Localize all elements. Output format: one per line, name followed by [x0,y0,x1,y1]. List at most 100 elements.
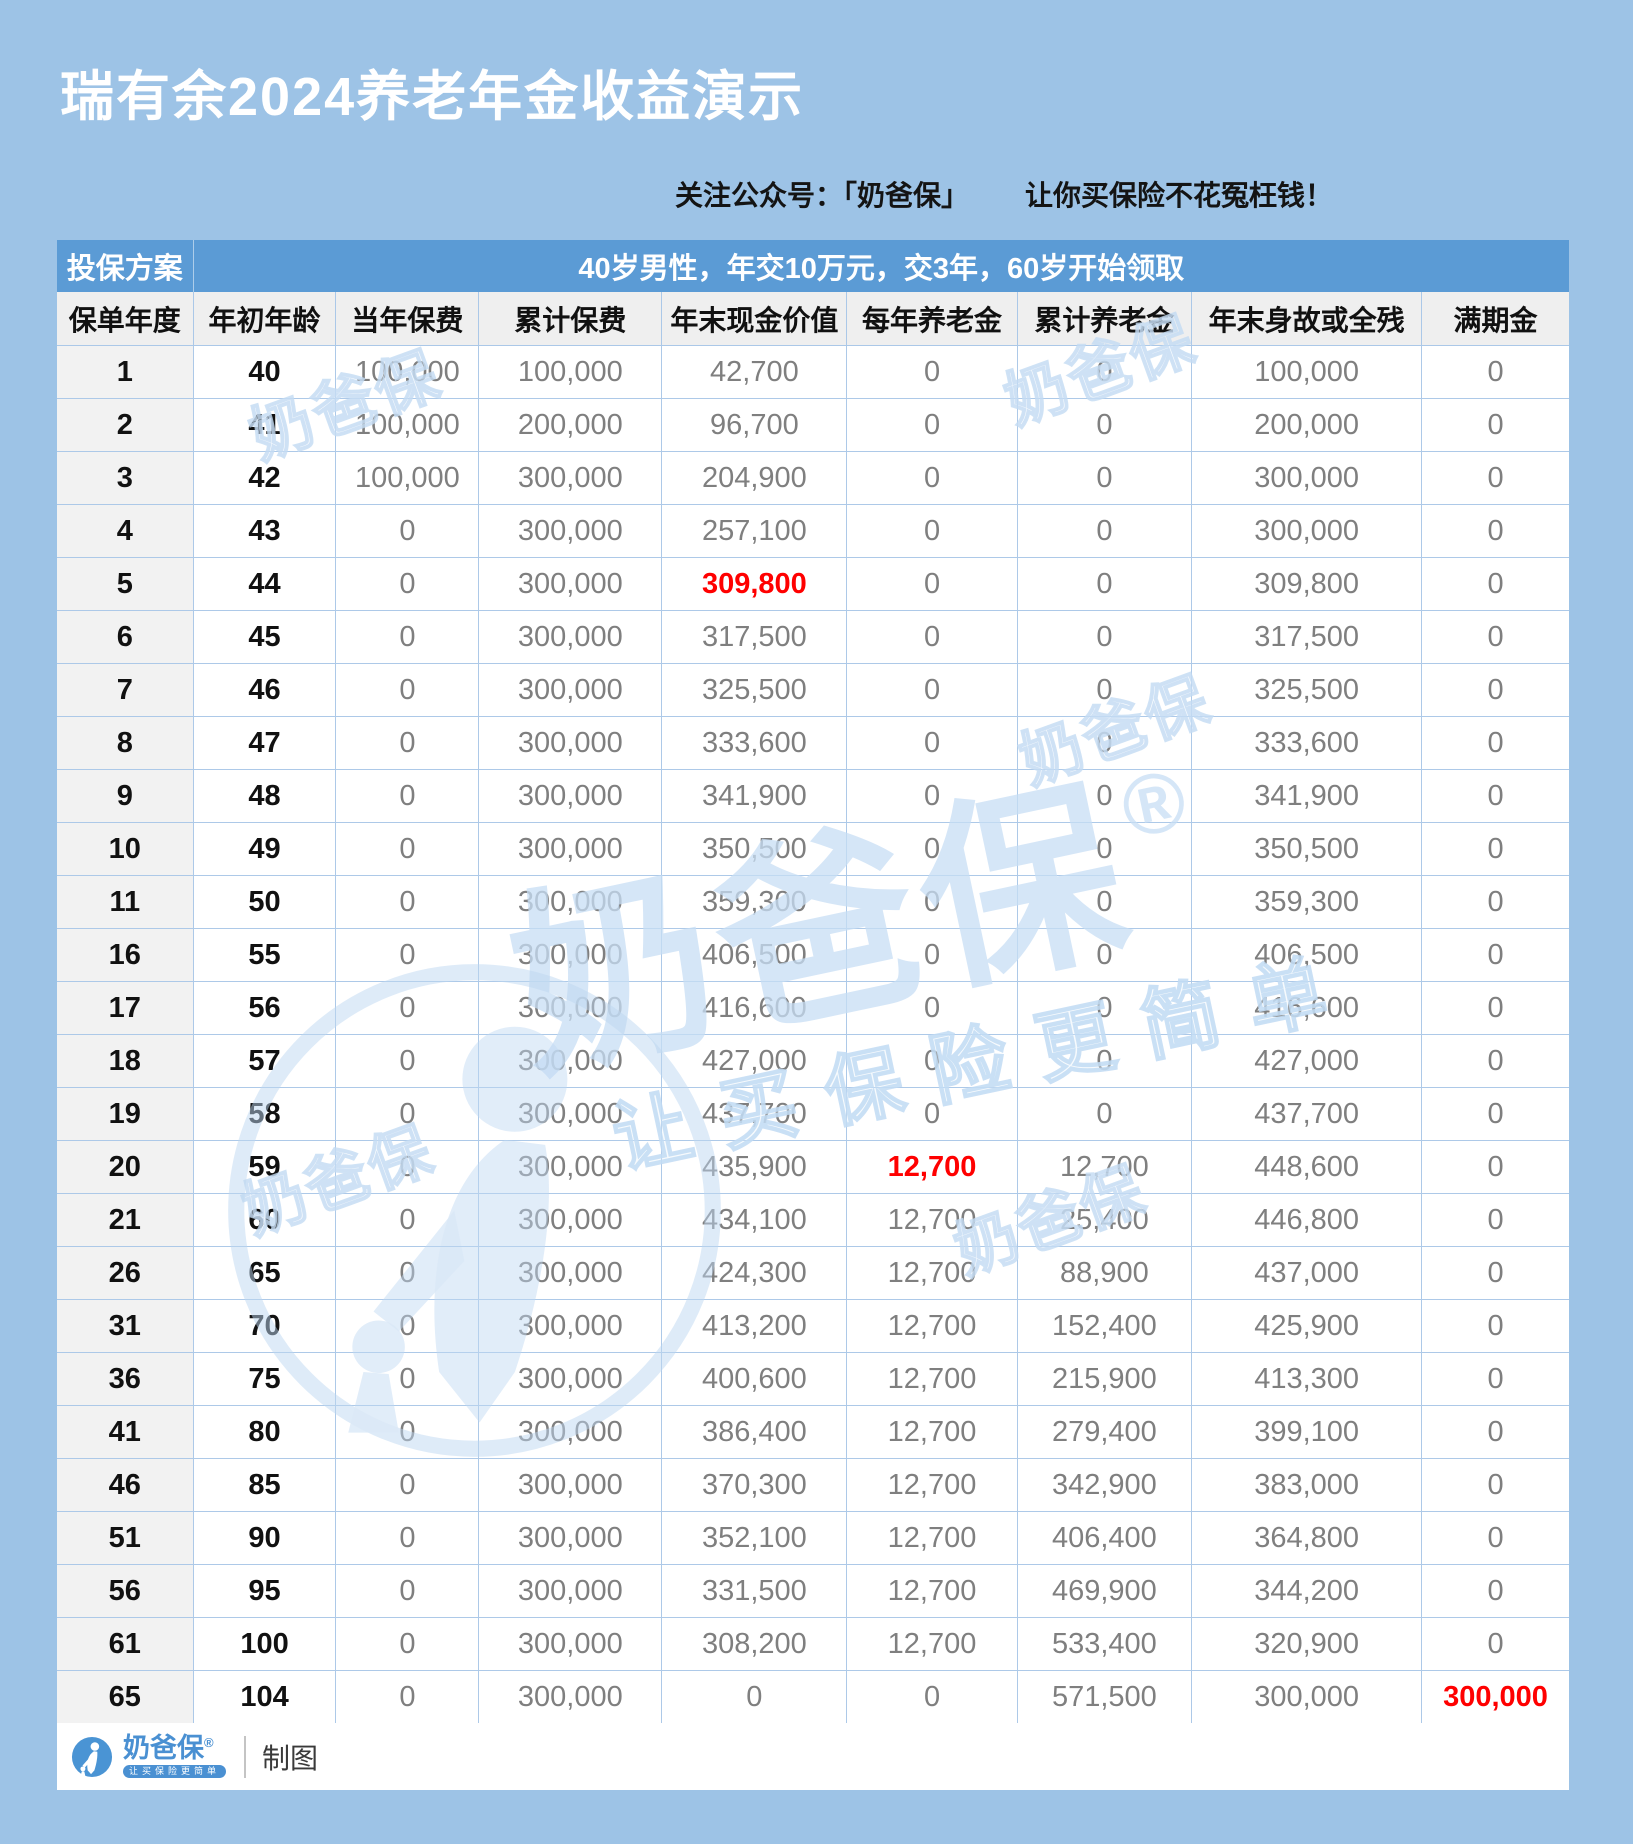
cell: 49 [192,822,337,876]
cell: 400,600 [661,1352,848,1406]
cell: 0 [1421,1140,1569,1194]
cell: 300,000 [1191,1670,1423,1724]
cell: 48 [192,769,337,823]
cell: 0 [335,769,480,823]
cell: 16 [57,928,194,982]
cell: 383,000 [1191,1458,1423,1512]
cell: 0 [1421,610,1569,664]
cell: 200,000 [1191,398,1423,452]
cell: 300,000 [1421,1670,1569,1724]
cell: 0 [846,1087,1018,1141]
cell: 333,600 [661,716,848,770]
cell: 300,000 [478,1299,663,1353]
cell: 257,100 [661,504,848,558]
cell: 300,000 [478,769,663,823]
footer-bar: 奶爸保® 让买保险更简单 制图 [57,1723,1569,1790]
cell: 41 [57,1405,194,1459]
cell: 0 [1016,981,1193,1035]
cell: 60 [192,1193,337,1247]
cell: 0 [661,1670,848,1724]
table-row: 2 41 100,000 200,000 96,700 0 0 200,000 0 [57,398,1569,452]
cell: 1 [57,345,194,399]
cell: 425,900 [1191,1299,1423,1353]
cell: 0 [1421,769,1569,823]
cell: 0 [335,1352,480,1406]
cell: 88,900 [1016,1246,1193,1300]
table-row: 51 90 0 300,000 352,100 12,700 406,400 364,800 0 [57,1511,1569,1565]
cell: 0 [1421,1193,1569,1247]
column-header: 年末身故或全残 [1191,292,1423,346]
table-row: 21 60 0 300,000 434,100 12,700 25,400 446,800 0 [57,1193,1569,1247]
cell: 359,300 [1191,875,1423,929]
cell: 7 [57,663,194,717]
brand-logo-icon [71,1736,113,1777]
cell: 0 [1421,1564,1569,1618]
cell: 0 [1421,1087,1569,1141]
table-row: 7 46 0 300,000 325,500 0 0 325,500 0 [57,663,1569,717]
table-row: 4 43 0 300,000 257,100 0 0 300,000 0 [57,504,1569,558]
cell: 0 [846,610,1018,664]
table-row: 41 80 0 300,000 386,400 12,700 279,400 399,100 0 [57,1405,1569,1459]
cell: 341,900 [661,769,848,823]
cell: 36 [57,1352,194,1406]
cell: 0 [1016,345,1193,399]
cell: 0 [335,1034,480,1088]
cell: 12,700 [846,1299,1018,1353]
cell: 333,600 [1191,716,1423,770]
table-row: 9 48 0 300,000 341,900 0 0 341,900 0 [57,769,1569,823]
cell: 12,700 [846,1617,1018,1671]
cell: 0 [1421,1511,1569,1565]
cell: 0 [335,875,480,929]
cell: 9 [57,769,194,823]
cell: 55 [192,928,337,982]
cell: 300,000 [478,928,663,982]
cell: 0 [846,345,1018,399]
cell: 0 [335,1564,480,1618]
cell: 57 [192,1034,337,1088]
footer-brand-name: 奶爸保® [123,1733,214,1763]
cell: 406,400 [1016,1511,1193,1565]
cell: 0 [335,1511,480,1565]
table-row: 26 65 0 300,000 424,300 12,700 88,900 437,000 0 [57,1246,1569,1300]
cell: 26 [57,1246,194,1300]
column-header: 累计养老金 [1016,292,1193,346]
cell: 0 [335,1140,480,1194]
cell: 21 [57,1193,194,1247]
cell: 359,300 [661,875,848,929]
cell: 85 [192,1458,337,1512]
cell: 364,800 [1191,1511,1423,1565]
cell: 0 [1421,1299,1569,1353]
table-row: 5 44 0 300,000 309,800 0 0 309,800 0 [57,557,1569,611]
column-header: 保单年度 [57,292,194,346]
cell: 0 [335,716,480,770]
cell: 10 [57,822,194,876]
cell: 0 [1016,769,1193,823]
cell: 0 [846,504,1018,558]
registered-mark-icon: ® [204,1735,214,1750]
table-body: 1 40 100,000 100,000 42,700 0 0 100,000 0 2 41 100,… [57,345,1569,1724]
cell: 0 [1016,451,1193,505]
cell: 350,500 [661,822,848,876]
table-row: 16 55 0 300,000 406,500 0 0 406,500 0 [57,928,1569,982]
cell: 0 [1421,1405,1569,1459]
cell: 51 [57,1511,194,1565]
cell: 308,200 [661,1617,848,1671]
cell: 65 [192,1246,337,1300]
cell: 46 [57,1458,194,1512]
cell: 427,000 [661,1034,848,1088]
cell: 300,000 [478,557,663,611]
cell: 0 [335,928,480,982]
cell: 300,000 [478,1352,663,1406]
cell: 0 [846,875,1018,929]
cell: 437,700 [1191,1087,1423,1141]
cell: 300,000 [478,1405,663,1459]
cell: 0 [1016,716,1193,770]
cell: 300,000 [478,875,663,929]
table-row: 20 59 0 300,000 435,900 12,700 12,700 448,600 0 [57,1140,1569,1194]
cell: 300,000 [478,1670,663,1724]
table-row: 36 75 0 300,000 400,600 12,700 215,900 413,300 0 [57,1352,1569,1406]
cell: 100 [192,1617,337,1671]
cell: 317,500 [661,610,848,664]
column-header: 年末现金价值 [661,292,848,346]
footer-brand-block: 奶爸保® 让买保险更简单 [123,1733,227,1778]
